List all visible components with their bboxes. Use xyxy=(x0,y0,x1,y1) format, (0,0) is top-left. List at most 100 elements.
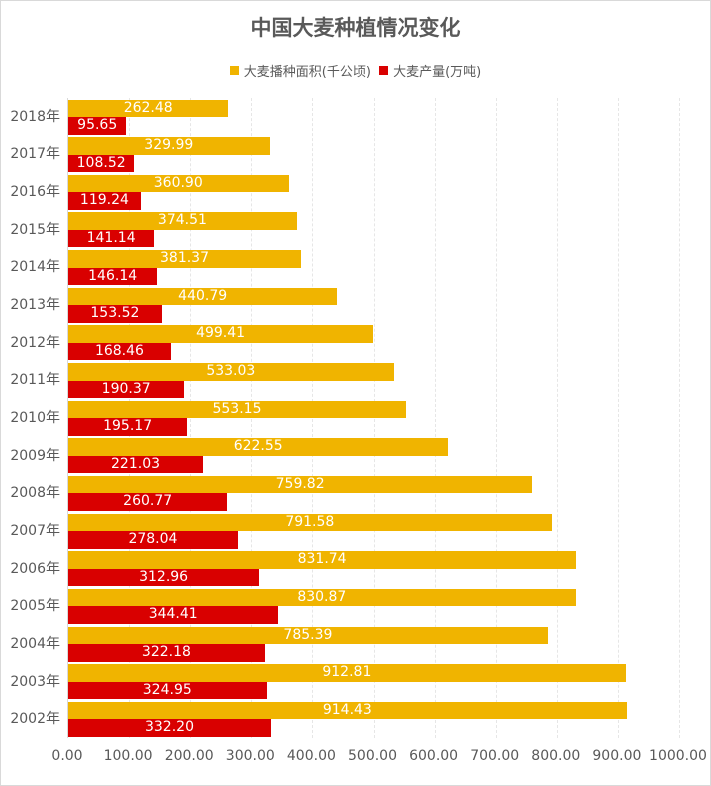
data-label: 360.90 xyxy=(153,174,203,191)
bar-area[interactable]: 374.51 xyxy=(68,212,297,230)
data-label: 791.58 xyxy=(285,513,335,530)
data-label: 831.74 xyxy=(297,551,347,568)
bar-production[interactable]: 146.14 xyxy=(68,267,158,286)
bar-area[interactable]: 759.82 xyxy=(68,475,533,494)
data-label: 221.03 xyxy=(111,455,161,472)
y-axis-label: 2005年 xyxy=(10,598,60,615)
data-label: 141.14 xyxy=(86,229,136,246)
bar-production[interactable]: 153.52 xyxy=(68,305,162,323)
data-label: 195.17 xyxy=(103,418,153,435)
y-axis-label: 2009年 xyxy=(10,447,60,464)
data-label: 119.24 xyxy=(79,192,129,209)
bar-group: 329.99 108.52 xyxy=(68,136,679,174)
y-axis-label: 2004年 xyxy=(10,635,60,652)
bar-production[interactable]: 344.41 xyxy=(68,606,279,624)
x-axis-tick: 400.00 xyxy=(286,748,336,764)
y-axis-label: 2008年 xyxy=(10,485,60,502)
bar-production[interactable]: 322.18 xyxy=(68,644,265,662)
y-axis-label: 2013年 xyxy=(10,297,60,314)
bar-production[interactable]: 312.96 xyxy=(68,568,260,587)
x-axis-tick: 900.00 xyxy=(592,748,642,764)
bar-production[interactable]: 260.77 xyxy=(68,493,228,511)
data-label: 759.82 xyxy=(275,475,325,492)
legend-item-production[interactable]: 大麦产量(万吨) xyxy=(379,61,481,80)
data-label: 785.39 xyxy=(283,626,333,643)
grid-line xyxy=(556,98,558,738)
legend-label-area: 大麦播种面积(千公顷) xyxy=(243,65,371,80)
bar-group: 785.39 322.18 xyxy=(68,625,679,663)
x-axis-tick: 300.00 xyxy=(225,748,275,764)
bar-area[interactable]: 831.74 xyxy=(68,551,577,569)
data-label: 499.41 xyxy=(196,325,246,342)
data-label: 278.04 xyxy=(128,531,178,548)
bar-area[interactable]: 499.41 xyxy=(68,325,374,343)
bar-group: 262.48 95.65 xyxy=(68,98,679,136)
data-label: 324.95 xyxy=(142,681,192,698)
legend-swatch-area xyxy=(229,66,239,75)
data-label: 168.46 xyxy=(94,342,144,359)
bar-group: 440.79 153.52 xyxy=(68,286,679,324)
bar-group: 553.15 195.17 xyxy=(68,399,679,437)
legend-item-area[interactable]: 大麦播种面积(千公顷) xyxy=(229,61,371,80)
x-axis-tick: 100.00 xyxy=(103,748,153,764)
data-label: 381.37 xyxy=(160,250,209,267)
bar-production[interactable]: 119.24 xyxy=(68,192,141,210)
bar-area[interactable]: 553.15 xyxy=(68,400,406,419)
bar-group: 499.41 168.46 xyxy=(68,324,679,362)
chart-legend: 大麦播种面积(千公顷) 大麦产量(万吨) xyxy=(0,61,711,80)
x-axis-tick: 0.00 xyxy=(51,748,83,764)
bar-production[interactable]: 168.46 xyxy=(68,342,171,361)
bar-area[interactable]: 440.79 xyxy=(68,287,338,306)
bar-group: 830.87 344.41 xyxy=(68,587,679,625)
y-axis-label: 2012年 xyxy=(10,334,60,351)
bar-production[interactable]: 95.65 xyxy=(68,117,127,135)
bar-production[interactable]: 108.52 xyxy=(68,154,135,173)
bar-group: 360.90 119.24 xyxy=(68,173,679,211)
bar-area[interactable]: 381.37 xyxy=(68,250,302,268)
y-axis-label: 2016年 xyxy=(10,184,60,201)
legend-swatch-production xyxy=(379,66,389,75)
bar-group: 831.74 312.96 xyxy=(68,550,679,588)
data-label: 95.65 xyxy=(77,117,118,133)
bar-production[interactable]: 190.37 xyxy=(68,380,185,399)
y-axis-label: 2011年 xyxy=(10,372,60,389)
bar-area[interactable]: 791.58 xyxy=(68,513,552,532)
data-label: 108.52 xyxy=(76,154,126,171)
bar-area[interactable]: 360.90 xyxy=(68,174,289,193)
bar-area[interactable]: 785.39 xyxy=(68,626,548,645)
x-axis-tick: 600.00 xyxy=(409,748,459,764)
bar-area[interactable]: 622.55 xyxy=(68,438,449,456)
bar-production[interactable]: 141.14 xyxy=(68,229,155,248)
bar-group: 374.51 141.14 xyxy=(68,211,679,249)
bar-area[interactable]: 262.48 xyxy=(68,99,229,117)
bar-group: 533.03 190.37 xyxy=(68,362,679,400)
bar-production[interactable]: 195.17 xyxy=(68,418,188,436)
y-axis-label: 2003年 xyxy=(10,673,60,690)
x-axis-tick: 800.00 xyxy=(531,748,581,764)
bar-area[interactable]: 830.87 xyxy=(68,588,576,607)
data-label: 344.41 xyxy=(148,606,198,623)
y-axis-label: 2010年 xyxy=(10,410,60,426)
data-label: 332.20 xyxy=(144,719,194,736)
data-label: 262.48 xyxy=(123,99,173,116)
grid-line xyxy=(679,98,680,738)
bar-area[interactable]: 533.03 xyxy=(68,363,394,381)
bar-production[interactable]: 278.04 xyxy=(68,531,238,549)
data-label: 912.81 xyxy=(322,664,372,681)
bar-production[interactable]: 221.03 xyxy=(68,455,204,474)
plot-area: 262.48 95.65 329.99 108.52 360.90 119.24 374.5… xyxy=(67,98,680,738)
data-label: 533.03 xyxy=(206,363,256,380)
bar-production[interactable]: 332.20 xyxy=(68,719,271,737)
y-axis-label: 2002年 xyxy=(10,711,60,728)
x-axis-tick: 200.00 xyxy=(164,748,214,764)
bar-area[interactable]: 914.43 xyxy=(68,701,627,720)
data-label: 374.51 xyxy=(157,212,207,229)
bar-group: 759.82 260.77 xyxy=(68,474,679,512)
data-label: 329.99 xyxy=(144,137,194,154)
bar-area[interactable]: 912.81 xyxy=(68,664,626,682)
bar-area[interactable]: 329.99 xyxy=(68,137,270,155)
bar-production[interactable]: 324.95 xyxy=(68,681,267,700)
x-axis-tick: 1000.00 xyxy=(649,748,707,764)
grid-line xyxy=(434,98,436,738)
bar-group: 622.55 221.03 xyxy=(68,437,679,475)
